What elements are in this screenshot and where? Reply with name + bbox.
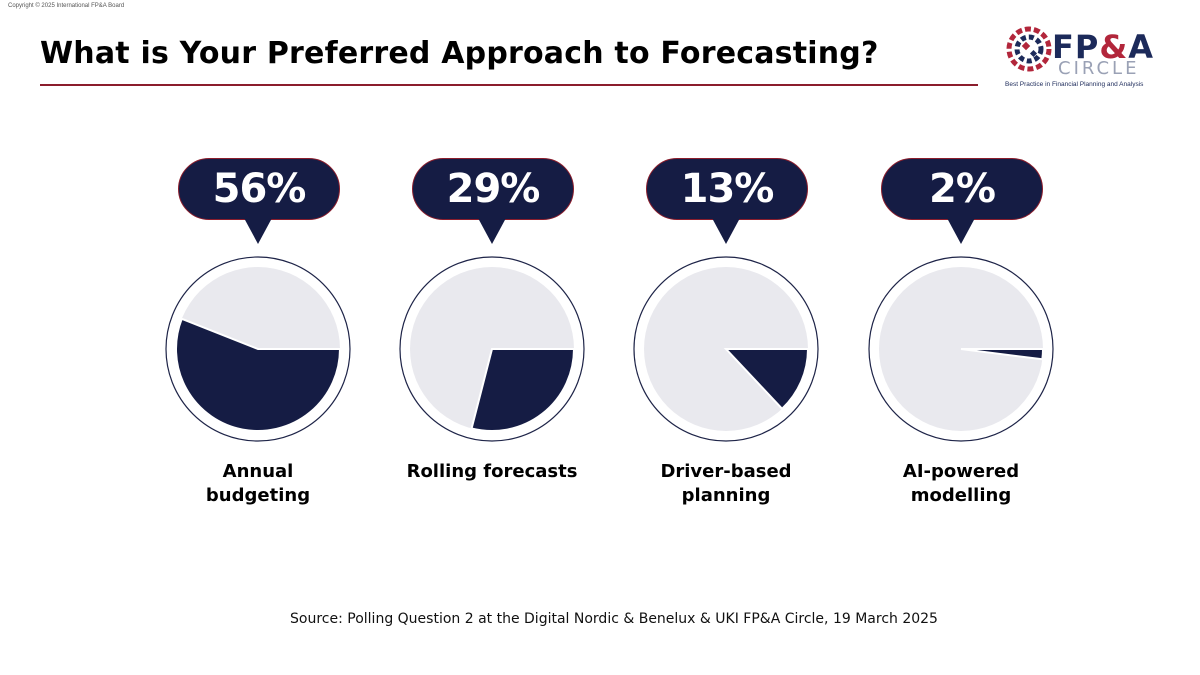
category-label-line: modelling bbox=[910, 485, 1012, 506]
fpa-circle-logo: FP&A CIRCLE Best Practice in Financial P… bbox=[1000, 18, 1175, 94]
source-note: Source: Polling Question 2 at the Digita… bbox=[290, 611, 938, 627]
category-label-line: AI-powered bbox=[902, 461, 1020, 482]
pie-chart bbox=[165, 256, 351, 442]
pie-group-3: 13% Driver-based planning bbox=[606, 158, 846, 518]
value-bubble: 29% bbox=[412, 158, 574, 220]
bubble-pointer bbox=[712, 218, 740, 244]
pie-slice-value bbox=[470, 348, 576, 432]
logo-tagline: Best Practice in Financial Planning and … bbox=[1005, 81, 1144, 88]
data-label: 56% bbox=[212, 166, 307, 212]
data-label: 2% bbox=[929, 166, 996, 212]
pie-chart bbox=[633, 256, 819, 442]
category-label: AI-powered modelling bbox=[841, 460, 1081, 508]
category-label-line: Annual bbox=[222, 461, 294, 482]
pie-group-1: 56% Annual budgeting bbox=[138, 158, 378, 518]
value-bubble: 13% bbox=[646, 158, 808, 220]
value-bubble: 56% bbox=[178, 158, 340, 220]
logo-ampersand: & bbox=[1099, 28, 1129, 66]
pie-group-2: 29% Rolling forecasts bbox=[372, 158, 612, 518]
data-label: 13% bbox=[680, 166, 775, 212]
category-label: Annual budgeting bbox=[138, 460, 378, 508]
bubble-pointer bbox=[947, 218, 975, 244]
category-label: Rolling forecasts bbox=[372, 460, 612, 484]
pie-slice-value bbox=[960, 348, 1045, 361]
value-bubble: 2% bbox=[881, 158, 1043, 220]
copyright-notice: Copyright © 2025 International FP&A Boar… bbox=[8, 3, 125, 9]
logo-mark-icon bbox=[1006, 26, 1052, 72]
pie-slice-value bbox=[175, 317, 342, 432]
pie-group-4: 2% AI-powered modelling bbox=[841, 158, 1081, 518]
logo-a: A bbox=[1128, 28, 1154, 66]
bubble-pointer bbox=[244, 218, 272, 244]
category-label-line: planning bbox=[681, 485, 771, 506]
logo-circle-text: CIRCLE bbox=[1058, 58, 1140, 79]
category-label-line: Driver-based bbox=[660, 461, 792, 482]
pie-slice-value bbox=[723, 348, 810, 411]
category-label: Driver-based planning bbox=[606, 460, 846, 508]
logo-wordmark: FP&A bbox=[1052, 28, 1154, 66]
category-label-line: budgeting bbox=[205, 485, 311, 506]
data-label: 29% bbox=[446, 166, 541, 212]
pie-chart bbox=[399, 256, 585, 442]
category-label-line: Rolling forecasts bbox=[406, 461, 578, 482]
pie-chart bbox=[868, 256, 1054, 442]
bubble-pointer bbox=[478, 218, 506, 244]
page-title: What is Your Preferred Approach to Forec… bbox=[40, 36, 879, 71]
title-underline bbox=[40, 84, 978, 86]
logo-fp: FP bbox=[1052, 28, 1100, 66]
